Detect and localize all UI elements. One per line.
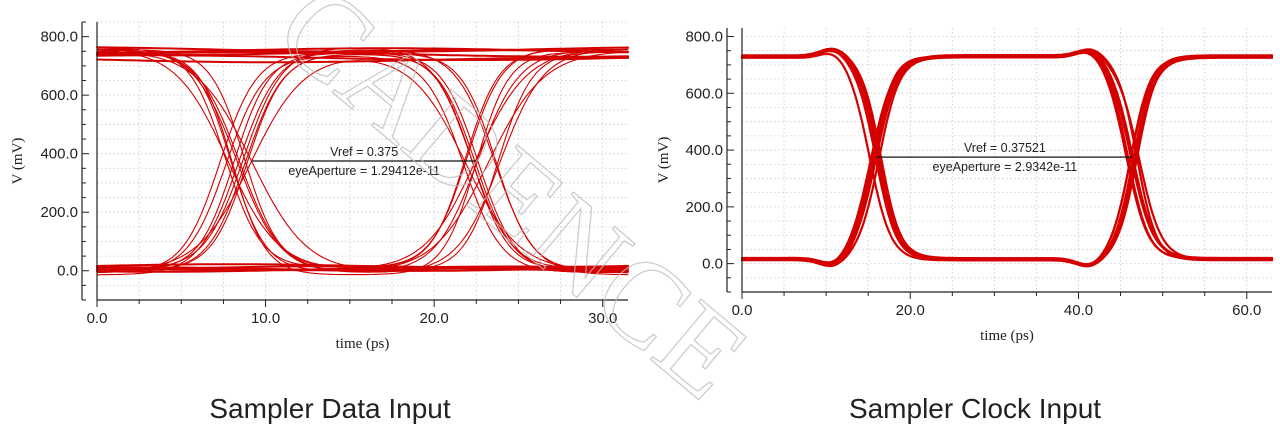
y-axis-label: V (mV) [10, 138, 26, 185]
eye-trace [740, 51, 1274, 265]
x-tick-label: 10.0 [251, 310, 280, 327]
x-tick-label: 40.0 [1064, 302, 1093, 319]
y-tick-label: 400.0 [685, 142, 723, 159]
grid [96, 21, 628, 301]
eye-aperture-annotation: eyeAperture = 2.9342e-11 [933, 160, 1078, 174]
chart-sampler-clock-input: 0.0 200.0 400.0 600.0 800.0 0.0 20.0 40.0 60.0 V… [656, 28, 1274, 424]
y-tick-label: 400.0 [40, 146, 78, 163]
axes: 0.0 200.0 400.0 600.0 800.0 0.0 10.0 20.0 30.0 [40, 21, 628, 327]
eye-trace [96, 48, 629, 273]
chart-caption: Sampler Data Input [209, 393, 450, 424]
eye-trace [96, 56, 629, 64]
eye-trace [96, 49, 629, 276]
eye-trace [96, 47, 629, 54]
axes: 0.0 200.0 400.0 600.0 800.0 0.0 20.0 40.0 60.0 [685, 28, 1272, 319]
x-tick-label: 60.0 [1232, 302, 1261, 319]
eye-trace [96, 265, 629, 271]
y-tick-label: 0.0 [702, 256, 723, 273]
y-axis-label: V (mV) [656, 137, 672, 184]
y-tick-label: 600.0 [685, 85, 723, 102]
eye-trace [96, 53, 629, 273]
eye-trace [740, 49, 1274, 267]
eye-trace [740, 51, 1274, 265]
eye-traces [740, 47, 1274, 268]
x-tick-label: 0.0 [87, 310, 108, 327]
x-axis-label: time (ps) [336, 336, 390, 352]
x-tick-label: 20.0 [420, 310, 449, 327]
chart-sampler-data-input: 0.0 200.0 400.0 600.0 800.0 0.0 10.0 20.0 30.0 V… [10, 21, 629, 424]
x-tick-label: 30.0 [588, 310, 617, 327]
eye-trace [740, 50, 1274, 264]
y-tick-label: 200.0 [685, 199, 723, 216]
x-tick-label: 0.0 [732, 302, 753, 319]
y-tick-label: 800.0 [685, 29, 723, 46]
vref-annotation: Vref = 0.375 [330, 145, 398, 159]
y-tick-label: 0.0 [57, 263, 78, 280]
chart-caption: Sampler Clock Input [849, 393, 1101, 424]
x-tick-label: 20.0 [896, 302, 925, 319]
eye-trace [740, 48, 1274, 266]
y-tick-label: 800.0 [40, 29, 78, 46]
x-axis-label: time (ps) [980, 328, 1034, 344]
y-tick-label: 600.0 [40, 87, 78, 104]
eye-trace [740, 51, 1274, 267]
vref-annotation: Vref = 0.37521 [964, 141, 1046, 155]
eye-aperture-annotation: eyeAperture = 1.29412e-11 [288, 164, 440, 178]
eye-traces [96, 46, 629, 276]
y-tick-label: 200.0 [40, 204, 78, 221]
eye-trace [740, 52, 1274, 268]
